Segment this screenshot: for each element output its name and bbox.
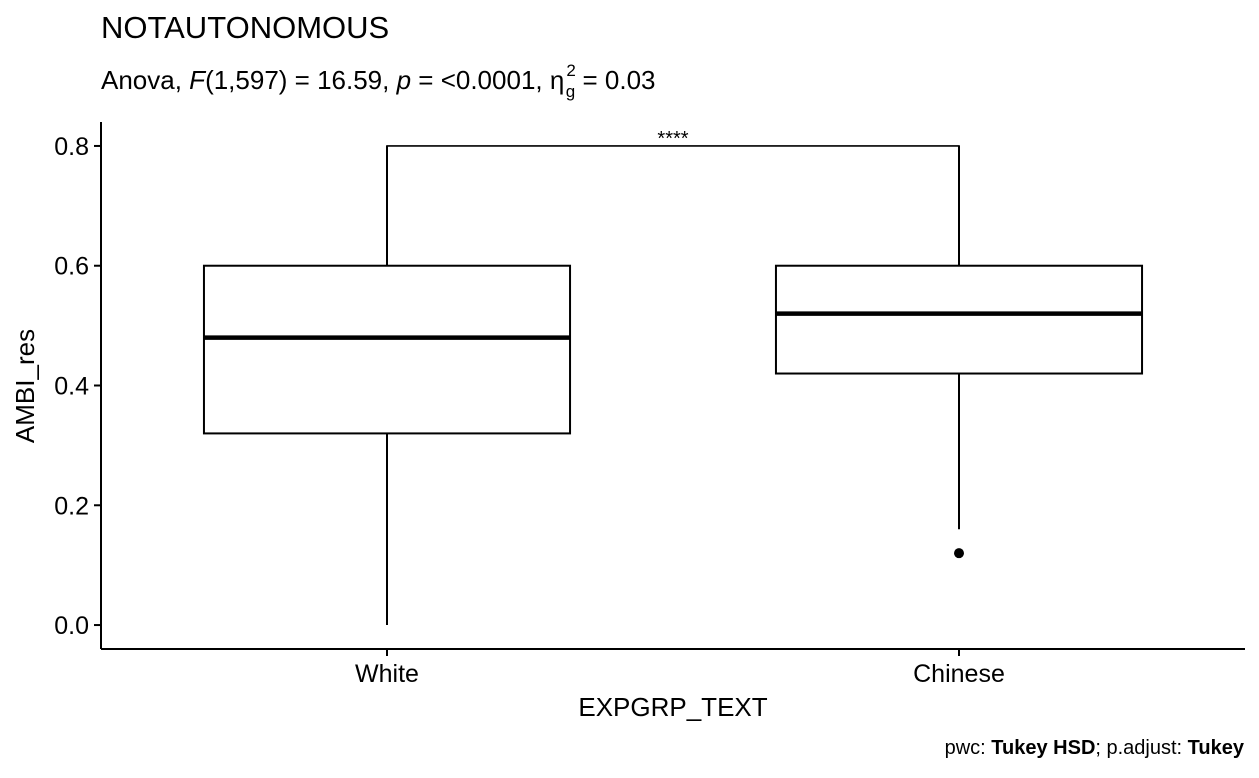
y-tick-label-3: 0.6 xyxy=(54,253,89,281)
x-tick-label-chinese: Chinese xyxy=(913,660,1005,688)
subtitle-effect-sup: 2 xyxy=(566,61,575,80)
chart-caption: pwc: Tukey HSD; p.adjust: Tukey xyxy=(945,737,1245,759)
caption-method: Tukey HSD xyxy=(991,737,1095,759)
subtitle-prefix: Anova, xyxy=(101,65,189,95)
chart-title: NOTAUTONOMOUS xyxy=(101,10,389,45)
subtitle-p-value: = <0.0001, xyxy=(411,65,550,95)
x-tick-label-white: White xyxy=(355,660,419,688)
subtitle-effect-value: = 0.03 xyxy=(575,65,655,95)
caption-adjust: Tukey xyxy=(1188,737,1245,759)
box-white xyxy=(202,264,572,435)
subtitle-effect-symbol: η xyxy=(550,65,564,95)
subtitle-stat-symbol: F xyxy=(189,65,207,95)
y-tick-label-0: 0.0 xyxy=(54,612,89,640)
significance-label: **** xyxy=(657,128,688,150)
y-axis-label: AMBI_res xyxy=(10,329,40,443)
subtitle-p-symbol: p xyxy=(396,65,411,95)
plot-area: **** xyxy=(202,128,1144,626)
subtitle-effect-sub: g xyxy=(566,82,575,101)
y-tick-label-1: 0.2 xyxy=(54,492,89,520)
axes: 0.0 0.2 0.4 0.6 0.8 White Chinese xyxy=(54,122,1245,688)
caption-prefix: pwc: xyxy=(945,737,992,759)
outlier-point-chinese-0 xyxy=(954,548,964,559)
caption-mid: ; p.adjust: xyxy=(1095,737,1187,759)
box-chinese xyxy=(774,264,1144,375)
subtitle-stat-args: (1,597) = 16.59, xyxy=(205,65,397,95)
y-tick-label-2: 0.4 xyxy=(54,373,89,401)
significance-bracket xyxy=(386,145,960,266)
x-axis-label: EXPGRP_TEXT xyxy=(578,692,767,722)
y-tick-label-4: 0.8 xyxy=(54,133,89,161)
